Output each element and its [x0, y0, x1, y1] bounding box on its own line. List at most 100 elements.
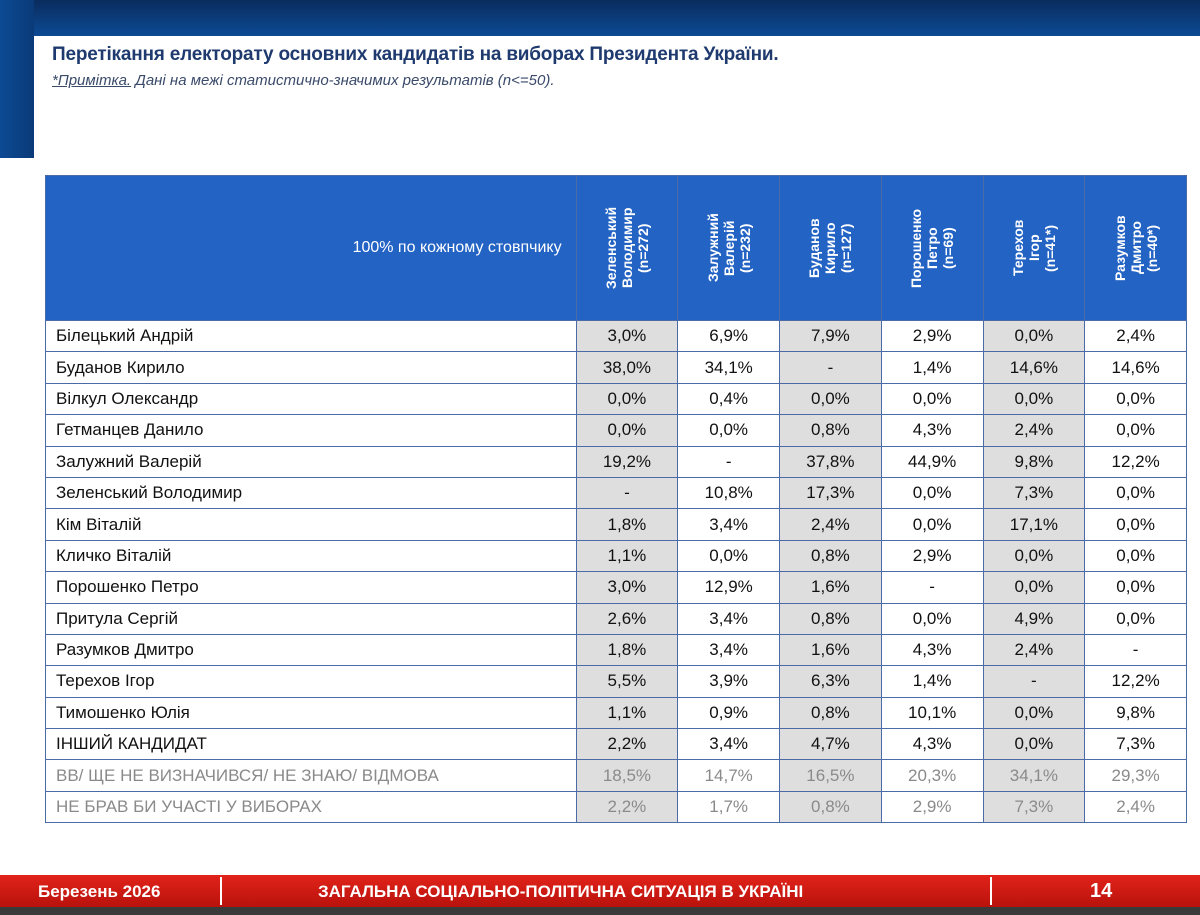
table-cell: 2,9%	[880, 319, 984, 353]
table-cell: 18,5%	[575, 759, 679, 792]
table-cell: 4,3%	[880, 414, 984, 447]
table-cell: 1,1%	[575, 539, 679, 573]
table-cell: 0,0%	[982, 728, 1086, 761]
column-header-line: Зеленський	[602, 206, 619, 290]
table-cell: 7,3%	[982, 790, 1086, 824]
table-cell: 0,0%	[1084, 476, 1187, 510]
table-cell: -	[1084, 633, 1187, 667]
table-row: Зеленський Володимир -10,8% 17,3% 0,0% 7,3% 0…	[45, 476, 1187, 510]
row-label: Залужний Валерій	[45, 445, 577, 478]
table-cell: 0,0%	[1084, 602, 1187, 635]
table-cell: 1,6%	[779, 633, 882, 667]
table-cell: 16,5%	[779, 759, 882, 792]
row-label: Білецький Андрій	[45, 319, 577, 353]
table-cell: 2,4%	[1084, 319, 1187, 353]
table-row: Залужний Валерій 19,2% -37,8% 44,9% 9,8% 12,2…	[45, 445, 1187, 478]
table-cell: 0,0%	[982, 696, 1086, 730]
table-row: Білецький Андрій 3,0% 6,9% 7,9% 2,9% 0,0% 2,4%	[45, 319, 1187, 353]
note-text: Дані на межі статистично-значимих резуль…	[131, 72, 555, 89]
divider	[220, 877, 222, 905]
row-label: НЕ БРАВ БИ УЧАСТІ У ВИБОРАХ	[45, 790, 577, 824]
table-row: Тимошенко Юлія 1,1% 0,9% 0,8% 10,1% 0,0% 9,8%	[45, 696, 1187, 730]
column-header-line: (n=272)	[634, 223, 651, 273]
table-cell: 3,4%	[677, 633, 781, 667]
table-cell: 2,2%	[575, 728, 679, 761]
table-cell: 3,0%	[575, 571, 679, 604]
page-number: 14	[1090, 880, 1113, 902]
corner-header: 100% по кожному стовпчику	[45, 175, 577, 321]
table-cell: -	[677, 445, 781, 478]
table-cell: -	[575, 476, 679, 510]
table-cell: 44,9%	[880, 445, 984, 478]
table-cell: 7,9%	[779, 319, 882, 353]
table-cell: 6,3%	[779, 665, 882, 698]
table-cell: 1,7%	[677, 790, 781, 824]
table-cell: 20,3%	[880, 759, 984, 792]
table-cell: 17,1%	[982, 508, 1086, 541]
table-cell: 4,9%	[982, 602, 1086, 635]
table-cell: 0,0%	[982, 382, 1086, 416]
table-cell: 4,3%	[880, 728, 984, 761]
table-cell: 3,4%	[677, 728, 781, 761]
row-label: Притула Сергій	[45, 602, 577, 635]
row-label: Кличко Віталій	[45, 539, 577, 573]
table-cell: 14,7%	[677, 759, 781, 792]
column-header-line: (n=69)	[940, 227, 957, 269]
column-header: Порошенко Петро (n=69)	[880, 175, 984, 321]
table-cell: 34,1%	[982, 759, 1086, 792]
column-header: Зеленський Володимир (n=272)	[575, 175, 679, 321]
table-cell: 37,8%	[779, 445, 882, 478]
row-label: Порошенко Петро	[45, 571, 577, 604]
table-cell: 0,0%	[982, 319, 1086, 353]
column-header-line: (n=40*)	[1143, 224, 1160, 272]
table-cell: 0,0%	[982, 571, 1086, 604]
table-cell: 0,0%	[880, 602, 984, 635]
row-label: Терехов Ігор	[45, 665, 577, 698]
table-cell: 2,9%	[880, 539, 984, 573]
row-label: Буданов Кирило	[45, 351, 577, 384]
table-cell: 12,9%	[677, 571, 781, 604]
page-title: Перетікання електорату основних кандидат…	[52, 44, 779, 65]
note-label: *Примітка.	[52, 72, 132, 89]
table-cell: 2,4%	[982, 633, 1086, 667]
table-row: ВВ/ ЩЕ НЕ ВИЗНАЧИВСЯ/ НЕ ЗНАЮ/ ВІДМОВА 18…	[45, 759, 1187, 792]
column-header: Терехов Ігор (n=41*)	[982, 175, 1086, 321]
table-cell: 2,2%	[575, 790, 679, 824]
top-banner	[0, 0, 1200, 36]
side-banner	[0, 0, 34, 158]
table-cell: 1,8%	[575, 633, 679, 667]
table-cell: 0,0%	[1084, 539, 1187, 573]
table-cell: 2,4%	[1084, 790, 1187, 824]
table-cell: 1,4%	[880, 351, 984, 384]
column-header-line: Валерій	[720, 220, 737, 276]
column-header-line: Дмитро	[1127, 221, 1144, 275]
row-label: Тимошенко Юлія	[45, 696, 577, 730]
table-cell: 1,1%	[575, 696, 679, 730]
table-row: Разумков Дмитро 1,8% 3,4% 1,6% 4,3% 2,4% -	[45, 633, 1187, 667]
table-cell: 1,4%	[880, 665, 984, 698]
column-header-line: Разумков	[1111, 215, 1128, 281]
table-cell: 2,9%	[880, 790, 984, 824]
column-header-line: Порошенко	[908, 208, 925, 288]
table-cell: -	[779, 351, 882, 384]
table-cell: 38,0%	[575, 351, 679, 384]
column-header-line: Петро	[924, 227, 941, 269]
table-cell: 14,6%	[982, 351, 1086, 384]
column-header-line: (n=232)	[736, 223, 753, 273]
table-cell: 0,8%	[779, 602, 882, 635]
table-row: Кличко Віталій 1,1% 0,0% 0,8% 2,9% 0,0% 0,0%	[45, 539, 1187, 573]
column-header-line: Залужний	[704, 213, 721, 283]
vote-transfer-table: 100% по кожному стовпчику Зеленський Волод…	[45, 175, 1187, 824]
row-label: Разумков Дмитро	[45, 633, 577, 667]
table-cell: 1,8%	[575, 508, 679, 541]
table-cell: 12,2%	[1084, 665, 1187, 698]
table-cell: 0,8%	[779, 790, 882, 824]
table-cell: 5,5%	[575, 665, 679, 698]
column-header: Залужний Валерій (n=232)	[677, 175, 781, 321]
table-cell: 0,0%	[677, 539, 781, 573]
table-cell: 0,0%	[779, 382, 882, 416]
row-label: Вілкул Олександр	[45, 382, 577, 416]
table-cell: 1,6%	[779, 571, 882, 604]
table-cell: 10,1%	[880, 696, 984, 730]
table-cell: 0,0%	[1084, 414, 1187, 447]
